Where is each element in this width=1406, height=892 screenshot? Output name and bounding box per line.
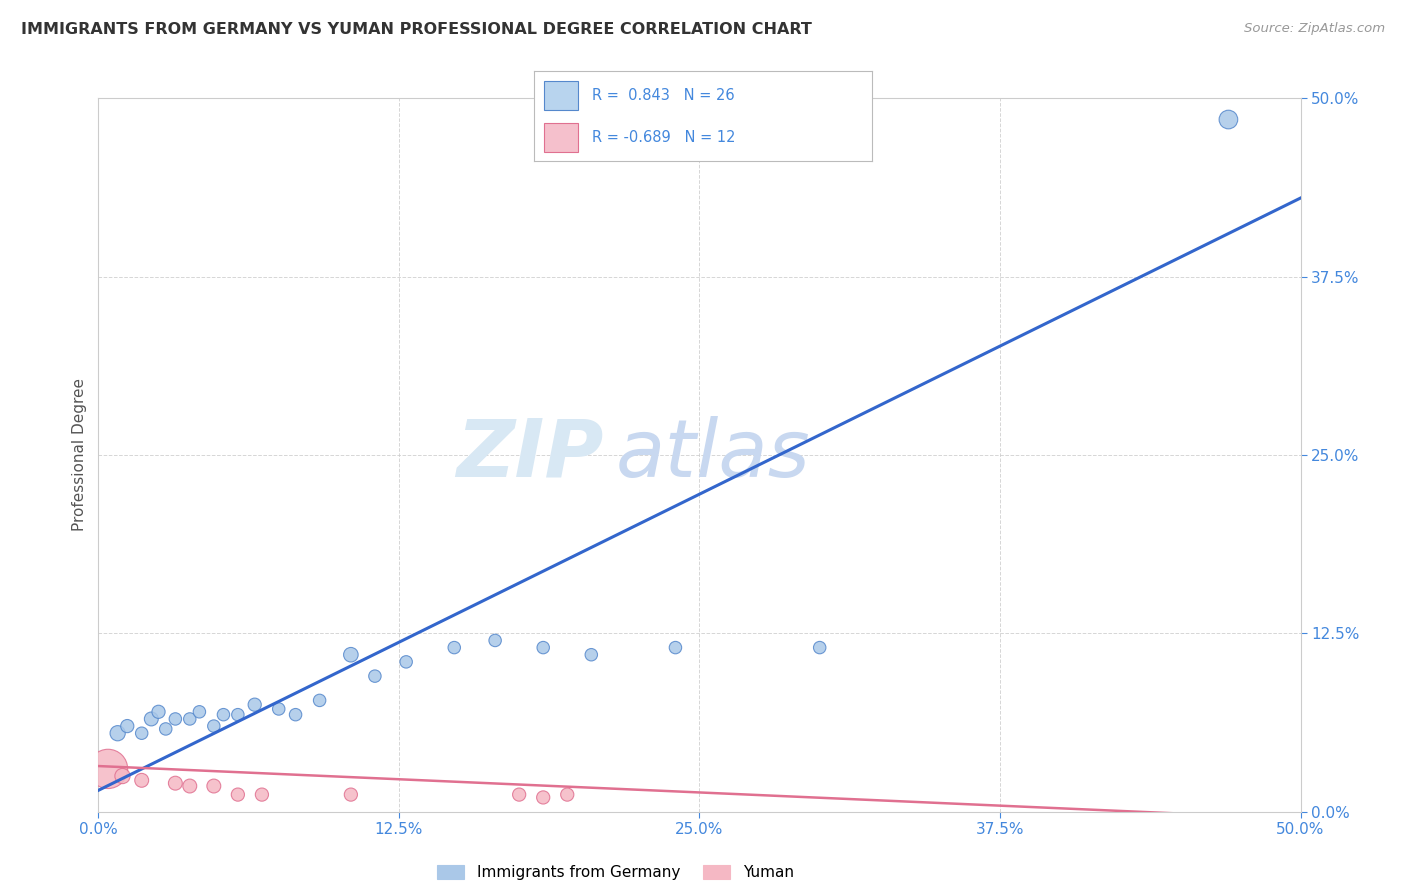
Point — [484, 633, 506, 648]
Point — [395, 655, 418, 669]
Point — [179, 779, 201, 793]
Point — [555, 788, 578, 802]
Text: ZIP: ZIP — [456, 416, 603, 494]
Point — [664, 640, 686, 655]
Point — [808, 640, 831, 655]
Text: Source: ZipAtlas.com: Source: ZipAtlas.com — [1244, 22, 1385, 36]
Point — [267, 702, 290, 716]
Point — [111, 769, 134, 783]
Point — [226, 788, 249, 802]
Text: R =  0.843   N = 26: R = 0.843 N = 26 — [592, 88, 734, 103]
Point — [581, 648, 603, 662]
Point — [165, 712, 187, 726]
Y-axis label: Professional Degree: Professional Degree — [72, 378, 87, 532]
Point — [165, 776, 187, 790]
Point — [531, 640, 554, 655]
Point — [141, 712, 163, 726]
Point — [117, 719, 139, 733]
Text: R = -0.689   N = 12: R = -0.689 N = 12 — [592, 130, 735, 145]
Point — [226, 707, 249, 722]
Point — [212, 707, 235, 722]
Point — [531, 790, 554, 805]
Point — [250, 788, 273, 802]
Point — [284, 707, 307, 722]
Point — [97, 762, 120, 776]
Point — [1218, 112, 1240, 127]
Point — [508, 788, 530, 802]
Text: atlas: atlas — [616, 416, 810, 494]
Point — [202, 779, 225, 793]
Point — [155, 722, 177, 736]
Point — [340, 788, 363, 802]
Legend: Immigrants from Germany, Yuman: Immigrants from Germany, Yuman — [430, 859, 800, 886]
Point — [202, 719, 225, 733]
Point — [308, 693, 330, 707]
FancyBboxPatch shape — [544, 81, 578, 110]
Text: IMMIGRANTS FROM GERMANY VS YUMAN PROFESSIONAL DEGREE CORRELATION CHART: IMMIGRANTS FROM GERMANY VS YUMAN PROFESS… — [21, 22, 813, 37]
Point — [131, 773, 153, 788]
Point — [243, 698, 266, 712]
Point — [364, 669, 387, 683]
Point — [148, 705, 170, 719]
Point — [340, 648, 363, 662]
Point — [131, 726, 153, 740]
Point — [443, 640, 465, 655]
FancyBboxPatch shape — [544, 123, 578, 152]
Point — [179, 712, 201, 726]
Point — [107, 726, 129, 740]
Point — [188, 705, 211, 719]
